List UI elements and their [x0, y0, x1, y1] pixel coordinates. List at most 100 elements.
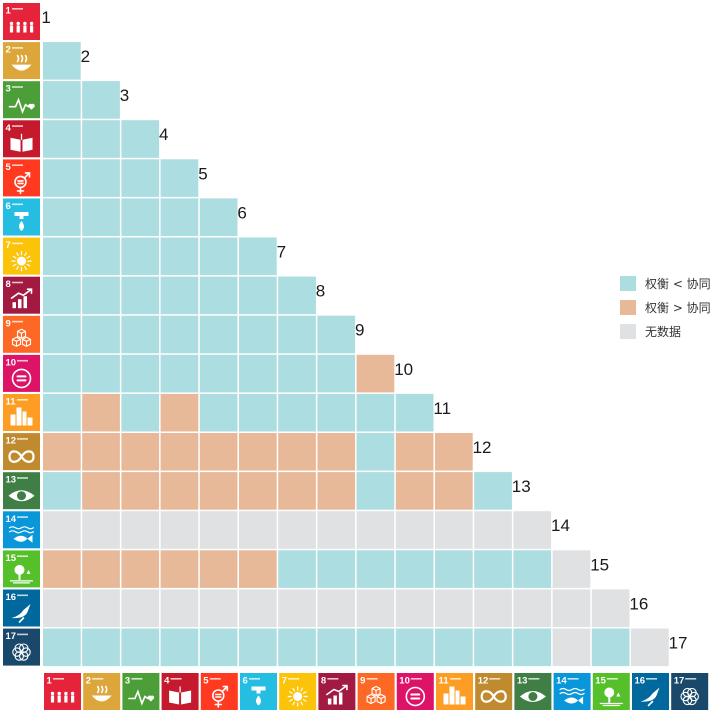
matrix-cell — [435, 628, 473, 667]
matrix-cell — [82, 589, 120, 627]
sun-icon — [11, 251, 32, 272]
goal-4-tile: 4 — [161, 673, 199, 710]
goal-4-tile-number: 4 — [6, 123, 12, 134]
matrix-cell — [121, 472, 160, 510]
matrix-cell — [474, 511, 512, 549]
matrix-cell — [278, 511, 316, 549]
goal-5-tile: 5 — [3, 159, 40, 197]
goal-13-tile-number: 13 — [6, 475, 17, 486]
matrix-cell — [121, 511, 160, 549]
people-icon — [50, 691, 75, 703]
goal-1-tile-number: 1 — [47, 676, 53, 687]
matrix-cell — [199, 472, 238, 510]
goal-4-tile-number: 4 — [164, 676, 170, 687]
diagonal-label-goal-12: 12 — [473, 438, 492, 457]
matrix-cell — [43, 42, 81, 80]
matrix-cell — [121, 393, 160, 432]
city-icon — [10, 407, 33, 426]
tree-icon — [9, 564, 34, 584]
matrix-cell — [82, 628, 120, 667]
diagonal-label-goal-8: 8 — [316, 282, 325, 301]
matrix-cell — [160, 393, 199, 432]
matrix-cell — [82, 472, 120, 510]
matrix-cell — [513, 589, 552, 627]
goal-9-tile: 9 — [3, 315, 40, 353]
growth-chart-icon — [10, 288, 33, 309]
matrix-cell — [121, 315, 160, 354]
matrix-cell — [121, 628, 160, 667]
goal-14-tile-number: 14 — [556, 676, 567, 687]
matrix-cell — [395, 472, 434, 510]
matrix-cell — [121, 589, 160, 627]
goal-14-tile-number: 14 — [6, 514, 17, 525]
matrix-cell — [160, 511, 199, 549]
goal-17-tile: 17 — [3, 628, 40, 666]
goal-7-tile-number: 7 — [6, 240, 11, 251]
matrix-cell — [199, 315, 238, 354]
people-icon — [9, 21, 34, 33]
matrix-cell — [395, 628, 434, 667]
diagonal-label-goal-13: 13 — [512, 477, 531, 496]
goal-9-tile: 9 — [357, 673, 395, 710]
matrix-cell — [239, 237, 277, 276]
equality-icon — [11, 368, 32, 389]
legend-label: 权衡 > 协同 — [645, 300, 711, 315]
growth-chart-icon — [326, 684, 348, 705]
matrix-cell — [199, 393, 238, 432]
matrix-cell — [317, 472, 356, 510]
diagonal-label-goal-3: 3 — [120, 86, 129, 105]
matrix-cell — [43, 589, 81, 627]
matrix-cell — [82, 237, 120, 276]
goal-2-tile-number: 2 — [6, 45, 11, 56]
matrix-cell — [121, 550, 160, 588]
diagonal-label-goal-5: 5 — [198, 164, 207, 183]
matrix-cell — [82, 393, 120, 432]
matrix-cell — [513, 511, 552, 549]
matrix-cell — [356, 393, 395, 432]
matrix-cell — [552, 550, 591, 588]
matrix-cell — [591, 628, 630, 667]
matrix-cell — [43, 354, 81, 393]
matrix-cell — [43, 393, 81, 432]
matrix-cell — [199, 589, 238, 627]
matrix-cell — [160, 159, 199, 197]
matrix-cell — [317, 393, 356, 432]
goal-1-tile: 1 — [3, 3, 40, 40]
matrix-cell — [317, 589, 356, 627]
matrix-cell — [82, 354, 120, 393]
matrix-cell — [278, 393, 316, 432]
goal-7-tile-number: 7 — [282, 676, 287, 687]
matrix-cell — [121, 237, 160, 276]
matrix-cell — [435, 589, 473, 627]
goal-17-tile-number: 17 — [6, 631, 17, 642]
matrix-cell — [474, 472, 512, 510]
diagonal-label-goal-16: 16 — [629, 594, 648, 613]
goal-7-tile: 7 — [279, 673, 317, 710]
matrix-cell — [199, 511, 238, 549]
matrix-cell — [199, 198, 238, 236]
goal-9-tile-number: 9 — [6, 318, 11, 329]
matrix-cell — [395, 393, 434, 432]
legend-label: 无数据 — [645, 324, 681, 339]
matrix-cell — [278, 276, 316, 315]
goal-13-tile: 13 — [3, 472, 40, 510]
goal-12-tile-number: 12 — [478, 676, 489, 687]
matrix-cell — [395, 511, 434, 549]
diagonal-label-goal-14: 14 — [551, 516, 570, 535]
matrix-cell — [160, 237, 199, 276]
diagonal-label-goal-7: 7 — [277, 243, 286, 262]
matrix-cell — [82, 120, 120, 158]
goal-14-tile: 14 — [3, 511, 40, 549]
matrix-cells — [43, 42, 669, 667]
matrix-cell — [435, 433, 473, 471]
goal-4-tile: 4 — [3, 120, 40, 158]
matrix-cell — [160, 472, 199, 510]
goal-3-tile-number: 3 — [6, 84, 11, 95]
goal-6-tile-number: 6 — [243, 676, 248, 687]
goal-6-tile: 6 — [240, 673, 277, 710]
matrix-cell — [435, 550, 473, 588]
goal-16-tile-number: 16 — [6, 592, 17, 603]
goal-8-tile: 8 — [3, 276, 40, 314]
matrix-cell — [160, 354, 199, 393]
